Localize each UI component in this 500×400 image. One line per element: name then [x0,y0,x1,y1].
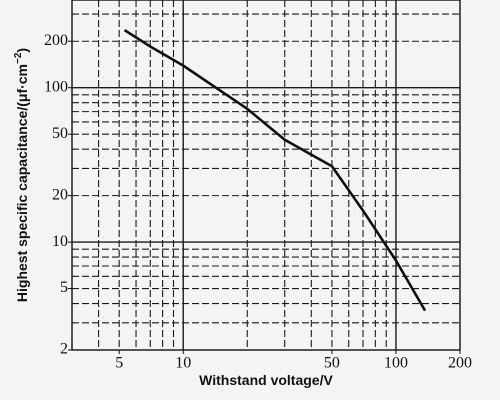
y-axis-label: Highest specific capacitance/(μf·cm−2) [13,48,30,302]
curve [123,29,427,312]
x-tick-label: 5 [115,355,123,372]
y-tick-label: 10 [52,233,68,250]
x-tick-label: 100 [384,355,408,372]
x-axis-label: Withstand voltage/V [199,372,333,388]
y-tick-label: 20 [52,186,68,203]
y-label-main: Highest specific capacitance/(μf·cm [14,64,30,302]
y-tick-label: 100 [44,78,68,95]
x-tick-label: 10 [175,355,191,372]
y-tick-label: 2 [60,341,68,358]
x-tick-label: 200 [448,355,472,372]
y-label-sup: −2 [13,52,24,64]
y-label-end: ) [14,48,30,53]
y-tick-label: 50 [52,125,68,142]
y-tick-label: 200 [44,32,68,49]
y-tick-label: 5 [60,279,68,296]
x-tick-label: 50 [324,355,340,372]
plot-frame [71,0,461,351]
